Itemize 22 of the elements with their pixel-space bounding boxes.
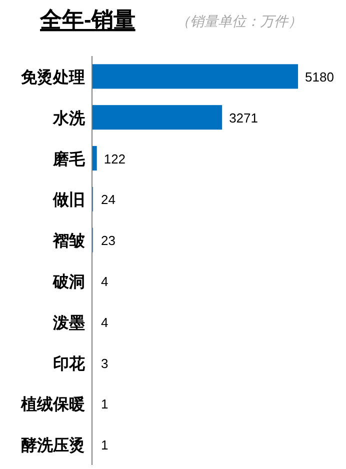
chart-title: 全年-销量	[39, 7, 136, 32]
y-tick-label: 泼墨	[52, 314, 85, 332]
data-label: 5180	[305, 69, 334, 84]
data-label: 4	[101, 274, 108, 289]
y-tick-label: 印花	[53, 354, 86, 373]
y-tick-label: 酵洗压烫	[21, 436, 85, 455]
chart-subtitle: （销量单位：万件）	[176, 13, 302, 29]
y-tick-label: 做旧	[52, 191, 85, 210]
data-label: 3	[101, 356, 108, 371]
y-tick-label: 免烫处理	[20, 68, 85, 86]
y-tick-label: 破洞	[52, 272, 85, 291]
data-label: 23	[101, 233, 116, 248]
y-tick-label: 植绒保暖	[20, 396, 85, 414]
data-label: 3271	[229, 110, 258, 126]
y-tick-label: 磨毛	[52, 150, 86, 168]
data-label: 24	[101, 192, 116, 208]
data-label: 4	[101, 314, 108, 330]
data-label: 1	[101, 396, 108, 412]
y-tick-label: 褶皱	[52, 232, 85, 250]
y-tick-label: 水洗	[52, 109, 86, 128]
data-label: 122	[104, 151, 126, 166]
data-label: 1	[101, 438, 108, 453]
